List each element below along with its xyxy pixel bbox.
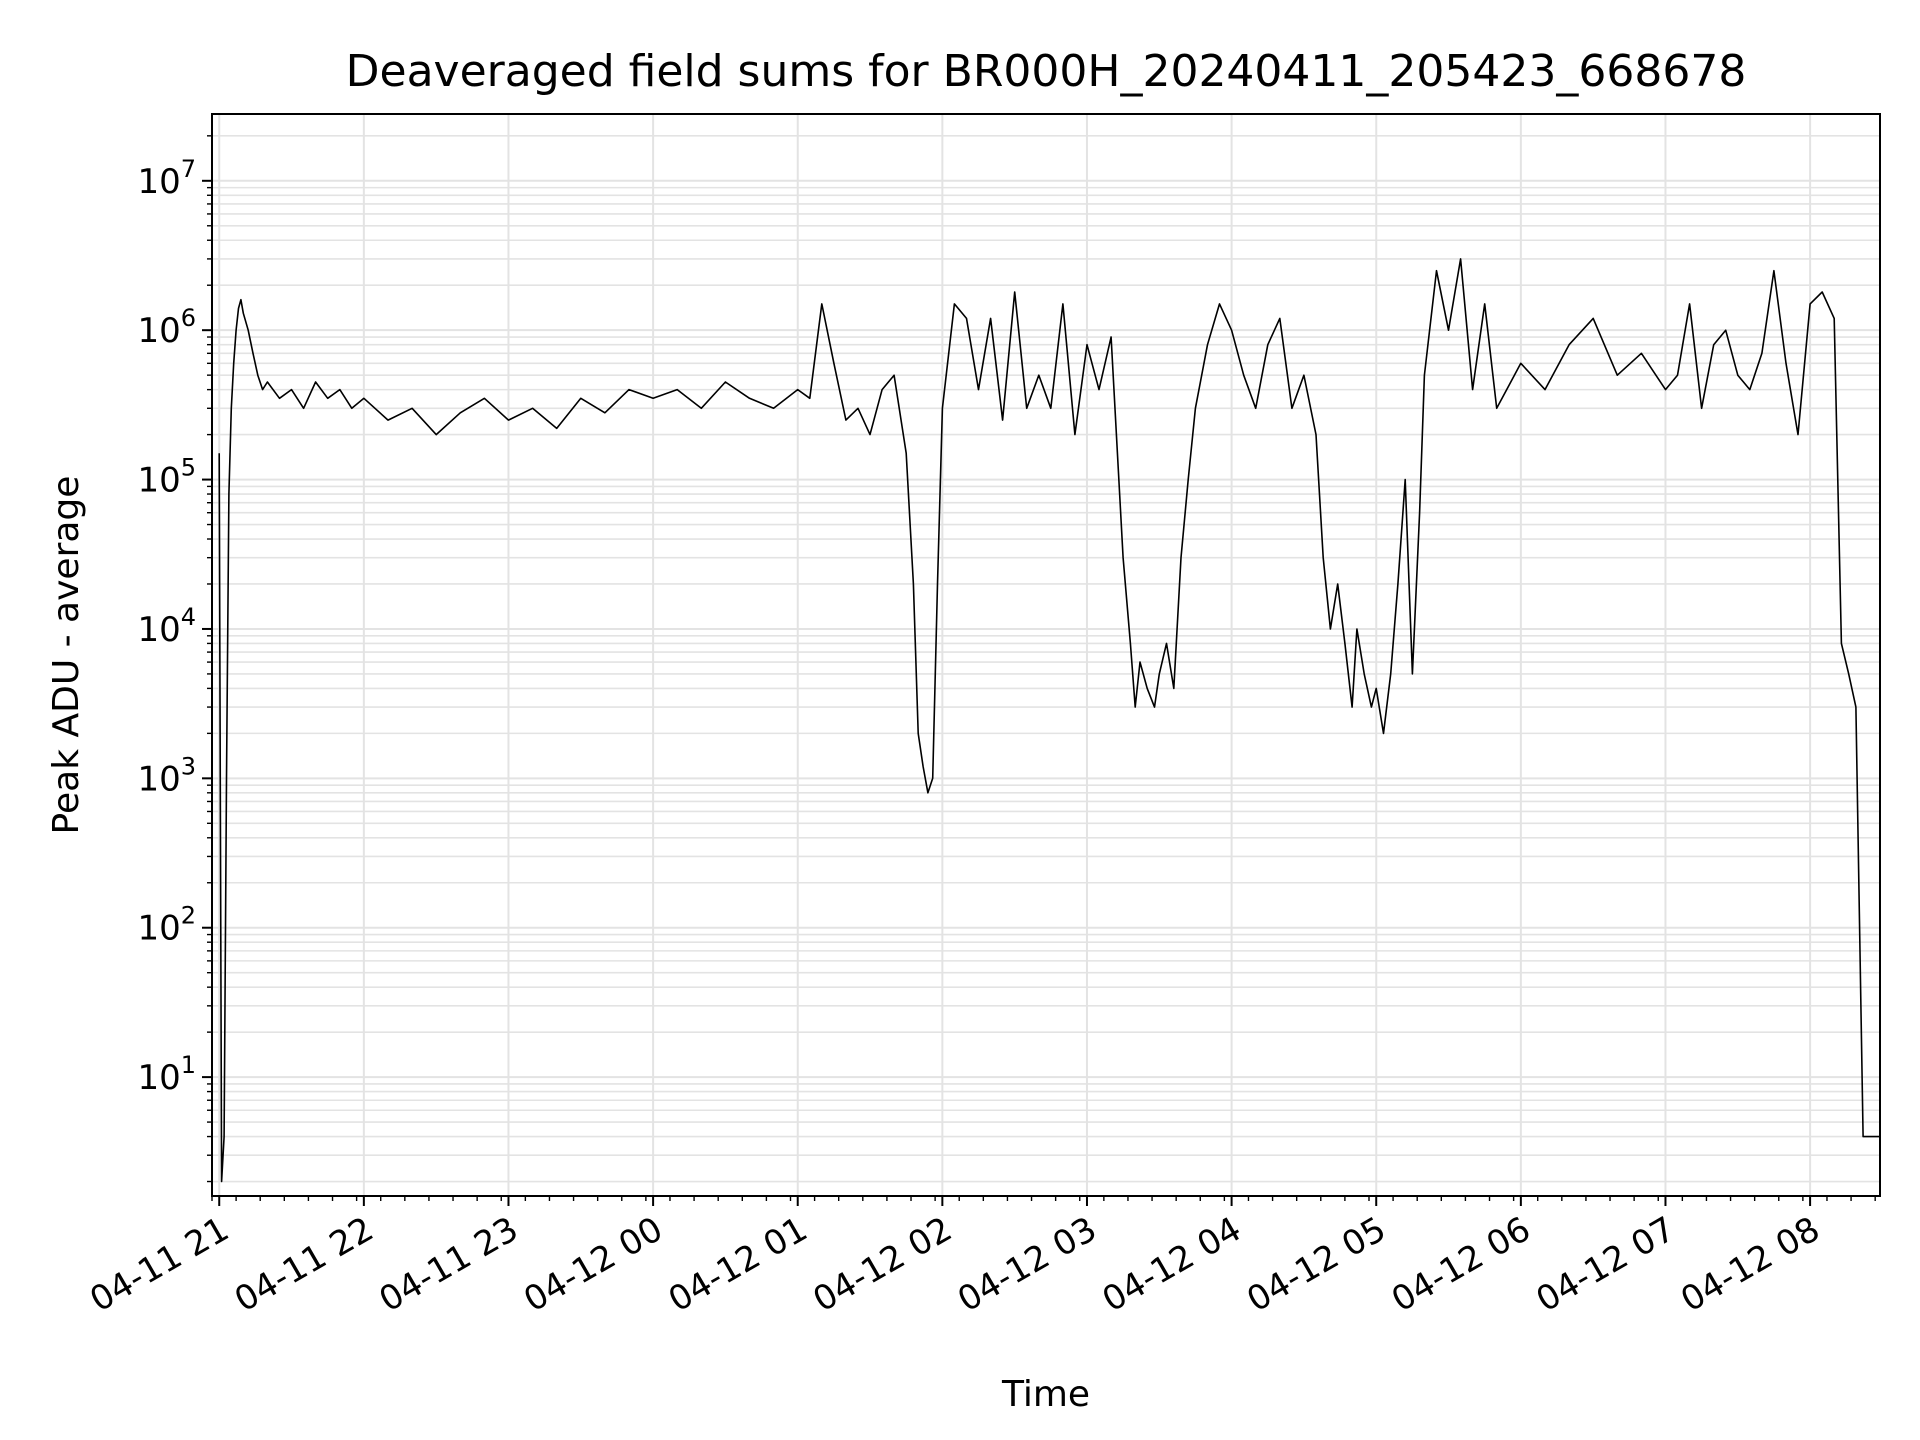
y-tick-exponent: 5 xyxy=(181,454,196,482)
y-tick-label: 104 xyxy=(137,603,196,650)
series-line xyxy=(218,258,1880,1183)
y-tick-label: 102 xyxy=(137,902,196,949)
y-tick-label: 106 xyxy=(137,304,196,351)
x-axis-label: Time xyxy=(1001,1374,1090,1415)
y-tick-exponent: 1 xyxy=(181,1051,196,1079)
y-tick-label: 105 xyxy=(137,454,196,501)
y-tick-base: 10 xyxy=(137,759,180,799)
series-layer xyxy=(218,258,1880,1183)
y-tick-base: 10 xyxy=(137,610,180,650)
y-tick-base: 10 xyxy=(137,162,180,202)
y-tick-exponent: 6 xyxy=(181,304,196,332)
y-tick-exponent: 4 xyxy=(181,603,196,631)
y-axis-label: Peak ADU - average xyxy=(46,476,87,835)
y-tick-base: 10 xyxy=(137,909,180,949)
y-tick-label: 103 xyxy=(137,752,196,799)
y-tick-exponent: 3 xyxy=(181,752,196,780)
y-tick-exponent: 2 xyxy=(181,902,196,930)
y-tick-label: 101 xyxy=(137,1051,196,1098)
y-tick-exponent: 7 xyxy=(181,155,196,183)
y-tick-base: 10 xyxy=(137,1058,180,1098)
y-tick-label: 107 xyxy=(137,155,196,202)
plot-frame xyxy=(211,113,1881,1197)
y-tick-base: 10 xyxy=(137,311,180,351)
chart-title: Deaveraged field sums for BR000H_2024041… xyxy=(346,46,1747,97)
y-tick-base: 10 xyxy=(137,461,180,501)
grid xyxy=(212,114,1880,1196)
